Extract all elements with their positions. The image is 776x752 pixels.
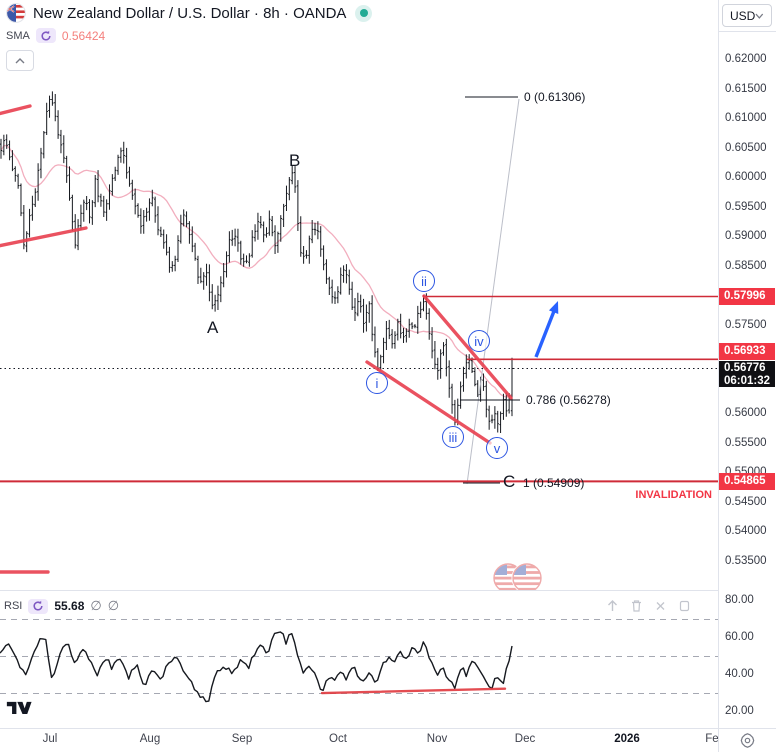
price-tick-label: 0.53500 bbox=[725, 555, 767, 567]
time-label-Oct: Oct bbox=[329, 733, 347, 745]
price-tick-label: 0.59500 bbox=[725, 200, 767, 213]
currency-dropdown[interactable]: USD bbox=[722, 4, 772, 27]
last-price-value: 0.56776 bbox=[724, 362, 766, 374]
maximize-pane-icon[interactable] bbox=[678, 599, 691, 613]
wave-label-v[interactable]: v bbox=[486, 437, 508, 459]
rsi-tick-label: 80.00 bbox=[725, 594, 754, 606]
rsi-trendline[interactable] bbox=[320, 687, 507, 695]
rsi-tick-label: 20.00 bbox=[725, 705, 754, 717]
fib-level-label[interactable]: 1 (0.54909) bbox=[523, 476, 585, 490]
fib-level-label[interactable]: 0 (0.61306) bbox=[524, 90, 586, 104]
sma-indicator-row[interactable]: SMA 0.56424 bbox=[6, 28, 372, 43]
price-tick-label: 0.60500 bbox=[725, 141, 767, 154]
tradingview-logo[interactable] bbox=[6, 699, 32, 721]
collapse-legend-button[interactable] bbox=[6, 50, 34, 71]
fib-retracement-connector[interactable] bbox=[466, 98, 520, 485]
sma-label: SMA bbox=[6, 29, 30, 42]
projection-arrow-head bbox=[548, 301, 559, 314]
sma-loop-icon[interactable] bbox=[35, 28, 56, 43]
price-tick-label: 0.54500 bbox=[725, 495, 767, 508]
price-tick-label: 0.56000 bbox=[725, 407, 767, 420]
currency-label: USD bbox=[730, 8, 756, 23]
price-tick-label: 0.60000 bbox=[725, 171, 767, 184]
chart-legend: New Zealand Dollar / U.S. Dollar · 8h · … bbox=[6, 3, 373, 71]
gear-icon[interactable] bbox=[739, 732, 756, 749]
rsi-label: RSI bbox=[4, 600, 23, 612]
wave-label-A[interactable]: A bbox=[207, 318, 219, 337]
symbol-watermark-icon bbox=[492, 562, 543, 590]
time-label-Jul: Jul bbox=[42, 733, 58, 745]
rsi-tick-label: 40.00 bbox=[725, 668, 754, 680]
price-tick-label: 0.58500 bbox=[725, 259, 767, 272]
price-tick-label: 0.62000 bbox=[725, 53, 767, 65]
close-pane-icon[interactable] bbox=[654, 599, 667, 613]
price-tick-label: 0.61000 bbox=[725, 112, 767, 125]
price-bars bbox=[0, 91, 514, 433]
bar-countdown: 06:01:32 bbox=[724, 375, 771, 387]
price-axis[interactable]: USD 0.62000 0.61500 0.61000 0.60500 0.60000 0… bbox=[718, 0, 776, 752]
time-label-Aug: Aug bbox=[139, 733, 161, 745]
rsi-line bbox=[0, 631, 513, 703]
sma-value: 0.56424 bbox=[61, 28, 106, 43]
chevron-up-icon bbox=[15, 57, 25, 63]
move-pane-up-icon[interactable] bbox=[606, 599, 619, 613]
wave-label-i[interactable]: i bbox=[366, 372, 388, 394]
main-pane[interactable] bbox=[0, 91, 718, 593]
market-status-icon[interactable] bbox=[355, 4, 373, 22]
price-tick-label: 0.61500 bbox=[725, 82, 767, 95]
trendline[interactable] bbox=[0, 226, 88, 248]
time-label-Fe: Fe bbox=[705, 733, 719, 745]
rsi-indicator-row[interactable]: RSI 55.68 ∅ ∅ bbox=[3, 597, 130, 615]
chevron-down-icon bbox=[755, 13, 764, 19]
time-label-Sep: Sep bbox=[231, 733, 253, 745]
rsi-tick-label: 60.00 bbox=[725, 631, 754, 643]
wave-label-C[interactable]: C bbox=[503, 472, 516, 491]
last-price-label: 0.56776 06:01:32 bbox=[719, 361, 775, 387]
price-tick-label: 0.57500 bbox=[725, 318, 767, 331]
time-axis[interactable]: Jul Aug Sep Oct Nov Dec 2026 Fe bbox=[0, 729, 776, 752]
axis-settings-corner bbox=[718, 729, 776, 752]
trendline[interactable] bbox=[365, 360, 492, 445]
price-tick-label: 0.54000 bbox=[725, 525, 767, 538]
price-tick-label: 0.55500 bbox=[725, 436, 767, 449]
sma-line[interactable] bbox=[0, 144, 513, 398]
time-label-Nov: Nov bbox=[426, 733, 448, 745]
wave-label-iii[interactable]: iii bbox=[442, 426, 464, 448]
time-label-2026: 2026 bbox=[614, 733, 640, 745]
time-label-Dec: Dec bbox=[514, 733, 536, 745]
symbol-title[interactable]: New Zealand Dollar / U.S. Dollar · 8h · … bbox=[33, 4, 347, 22]
trendline[interactable] bbox=[0, 104, 32, 116]
projection-arrow[interactable] bbox=[534, 309, 556, 358]
price-tick-label: 0.59000 bbox=[725, 230, 767, 243]
fib-level-label[interactable]: 0.786 (0.56278) bbox=[526, 393, 611, 407]
price-level-label: 0.57996 bbox=[719, 288, 775, 305]
trendline[interactable] bbox=[422, 294, 513, 400]
wave-label-B[interactable]: B bbox=[289, 151, 301, 170]
invalidation-label[interactable]: INVALIDATION bbox=[635, 489, 712, 501]
price-level-label: 0.54865 bbox=[719, 472, 775, 490]
wave-label-ii[interactable]: ii bbox=[413, 270, 435, 292]
wave-label-iv[interactable]: iv bbox=[468, 330, 490, 352]
rsi-loop-icon[interactable] bbox=[28, 598, 49, 614]
delete-pane-icon[interactable] bbox=[630, 599, 643, 613]
pane-controls bbox=[606, 599, 691, 613]
rsi-value: 55.68 bbox=[54, 599, 85, 613]
price-level-label: 0.56933 bbox=[719, 343, 775, 360]
symbol-flag-icon bbox=[6, 3, 26, 23]
rsi-no-data-icon: ∅ bbox=[107, 598, 120, 613]
rsi-pane[interactable] bbox=[0, 619, 718, 703]
rsi-no-data-icon: ∅ bbox=[90, 598, 102, 613]
